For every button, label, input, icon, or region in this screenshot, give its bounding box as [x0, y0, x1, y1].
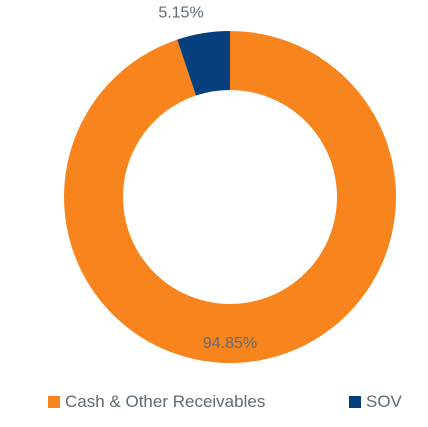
slice-cash-other-receivables [64, 31, 397, 363]
data-label-sov: 5.15% [158, 4, 203, 21]
legend: Cash & Other Receivables SOV [0, 388, 428, 418]
slices-group [64, 31, 397, 363]
legend-item-cash-other-receivables: Cash & Other Receivables [48, 388, 265, 416]
legend-label-cash-other-receivables: Cash & Other Receivables [65, 392, 266, 411]
legend-swatch-sov [349, 396, 361, 408]
legend-item-sov: SOV [349, 388, 402, 416]
slice-sov [177, 31, 230, 96]
data-label-cash-other-receivables: 94.85% [203, 335, 257, 352]
data-labels-group: 94.85% 5.15% [158, 4, 257, 352]
donut-chart-plot: 94.85% 5.15% [64, 4, 397, 363]
legend-label-sov: SOV [366, 392, 402, 411]
legend-swatch-cash-other-receivables [48, 396, 60, 408]
